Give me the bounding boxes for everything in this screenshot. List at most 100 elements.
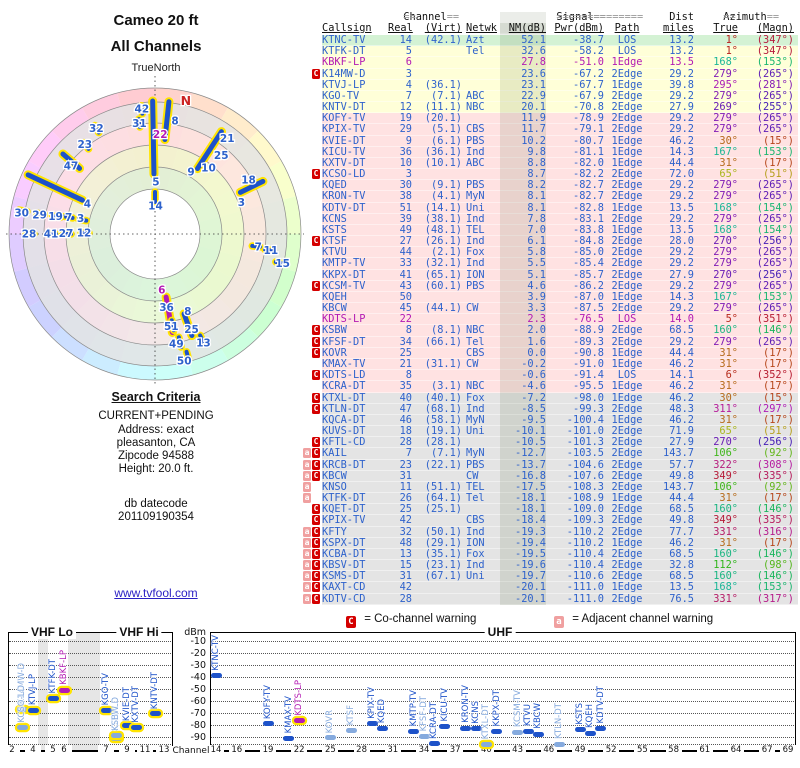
cell-true_az: 168°	[713, 201, 738, 214]
criteria-address: Address: exact	[117, 424, 195, 436]
table-row: KTLN-DT 47 (68.1) Ind -8.5 -99.3 2Edge 48.3 311°…	[312, 403, 798, 415]
cell-pwr_dbm: -86.2	[573, 279, 604, 292]
chart-left-border	[8, 632, 9, 750]
cell-real_ch: 49	[399, 223, 412, 236]
cell-network	[462, 594, 500, 605]
station-label: KSBW	[111, 705, 121, 731]
table-row: KGO-TV 7 (7.1) ABC 22.9 -67.9 2Edge 29.2 279° (26…	[322, 90, 798, 103]
gridline	[211, 665, 794, 666]
dbm-tick-label: -40	[190, 672, 206, 683]
cell-virt_ch: (9.1)	[431, 179, 462, 192]
cell-network: CBS	[466, 346, 485, 359]
station-label: KFSF-DT	[419, 695, 429, 732]
cell-real_ch: 8	[405, 324, 412, 337]
cell-real_ch: Real	[388, 22, 413, 34]
station-marker	[574, 727, 586, 733]
radar-channel-label: 50	[177, 355, 192, 367]
co-channel-legend-text: = Co-channel warning	[364, 613, 477, 625]
co-channel-warning-icon: C	[312, 169, 320, 180]
cell-nm_db: -0.2	[500, 358, 546, 371]
cell-network: Azt	[466, 34, 485, 46]
station-label: KMTP-TV	[408, 690, 419, 727]
station-marker	[149, 711, 161, 717]
cell-true_az: 279°	[713, 246, 738, 259]
cell-nm_db: 11.9	[500, 113, 546, 125]
cell-true_az: 322°	[713, 458, 738, 471]
cell-network: Uni	[466, 201, 485, 214]
cell-network: PBS	[466, 458, 485, 471]
cell-true_az: 167°	[713, 290, 738, 303]
cell-callsign: KKPX-DT	[322, 268, 366, 281]
cell-pwr_dbm: -84.8	[573, 235, 604, 248]
radar-channel-label: 29	[32, 209, 47, 221]
cell-miles: 29.2	[669, 212, 694, 225]
radar-bar	[194, 129, 224, 172]
cell-nm_db: 22.9	[500, 90, 546, 103]
channel-tick-label: 58	[665, 745, 682, 755]
table-row: KKPX-DT 41 (65.1) ION 5.1 -85.7 2Edge 27.9 270° (…	[322, 268, 798, 281]
cell-miles: 68.5	[669, 547, 694, 560]
station-label: KDTV-DT	[595, 685, 606, 724]
channel-tick-label: 25	[322, 745, 339, 755]
cell-callsign: KDTS-LD	[322, 369, 366, 382]
co-channel-warning-icon: C	[312, 236, 320, 247]
radar-channel-label: 47	[64, 161, 79, 173]
cell-callsign: KQED	[322, 179, 347, 192]
dbm-tick-label: -80	[190, 720, 206, 731]
cell-nm_db: -13.7	[500, 459, 546, 471]
cell-callsign: Callsign	[322, 22, 372, 34]
cell-true_az: 31°	[719, 413, 738, 426]
cell-pwr_dbm: -107.6	[566, 469, 604, 482]
channel-tick-label: 16	[228, 745, 245, 755]
cell-nm_db: 23.6	[500, 68, 546, 80]
cell-true_az: 279°	[713, 190, 738, 203]
co-channel-warning-icon: C	[312, 593, 320, 604]
cell-magn_az: (352°)	[756, 369, 794, 382]
cell-magn_az: (98°)	[763, 559, 794, 572]
table-row: KPIX-TV 42 CBS -18.4 -109.3 2Edge 49.8 349° (335…	[312, 514, 798, 527]
cell-miles: 13.5	[669, 56, 694, 69]
station-marker	[522, 728, 534, 734]
cell-true_az: 279°	[713, 257, 738, 270]
cell-miles: 72.0	[669, 168, 694, 181]
cell-network: CBS	[466, 514, 485, 527]
cell-callsign: KPIX-TV	[322, 123, 366, 136]
cell-true_az: 269°	[713, 101, 738, 114]
cell-real_ch: 25	[399, 346, 412, 359]
radar-channel-label: 8	[184, 306, 191, 318]
cell-nm_db: 1.6	[500, 336, 546, 348]
station-label: KCRA-DT	[429, 701, 440, 739]
cell-callsign: KRON-TV	[322, 190, 366, 203]
cell-callsign: KMAX-TV	[322, 357, 366, 370]
cell-true_az: 349°	[713, 469, 738, 482]
gridline	[9, 725, 171, 726]
cell-path: 1Edge	[611, 581, 643, 594]
station-label: KICU-TV	[439, 687, 450, 722]
adjacent-channel-warning-icon: a	[303, 571, 311, 582]
cell-path: 1Edge	[611, 492, 643, 505]
cell-miles: 46.2	[669, 391, 694, 404]
cell-real_ch: 11	[399, 480, 412, 493]
channel-axis-label: Channel	[172, 746, 210, 756]
cell-true_az: 30°	[719, 391, 738, 404]
cell-pwr_dbm: -82.0	[573, 156, 604, 169]
cell-true_az: 31°	[719, 492, 738, 505]
dbm-tick-label: -50	[190, 684, 206, 695]
cell-path: 1Edge	[611, 290, 643, 303]
cell-pwr_dbm: -87.0	[573, 290, 604, 303]
cell-nm_db: -8.5	[500, 403, 546, 415]
channel-tick-label: 46	[540, 745, 557, 755]
cell-true_az: 160°	[713, 547, 738, 560]
cell-path: 2Edge	[611, 458, 643, 471]
station-label: KBCW	[533, 703, 544, 729]
cell-virt_ch	[412, 57, 462, 68]
adjacent-channel-warning-icon: a	[303, 560, 311, 571]
channel-tick-label: 43	[509, 745, 526, 755]
cell-miles: 57.7	[669, 458, 694, 471]
cell-magn_az: (17°)	[763, 357, 794, 370]
cell-real_ch: 3	[405, 168, 412, 181]
radar-bar	[169, 318, 176, 333]
tvfool-link[interactable]: www.tvfool.com	[114, 586, 198, 600]
cell-callsign: KAIL	[322, 447, 347, 460]
cell-network: PBS	[466, 134, 485, 147]
